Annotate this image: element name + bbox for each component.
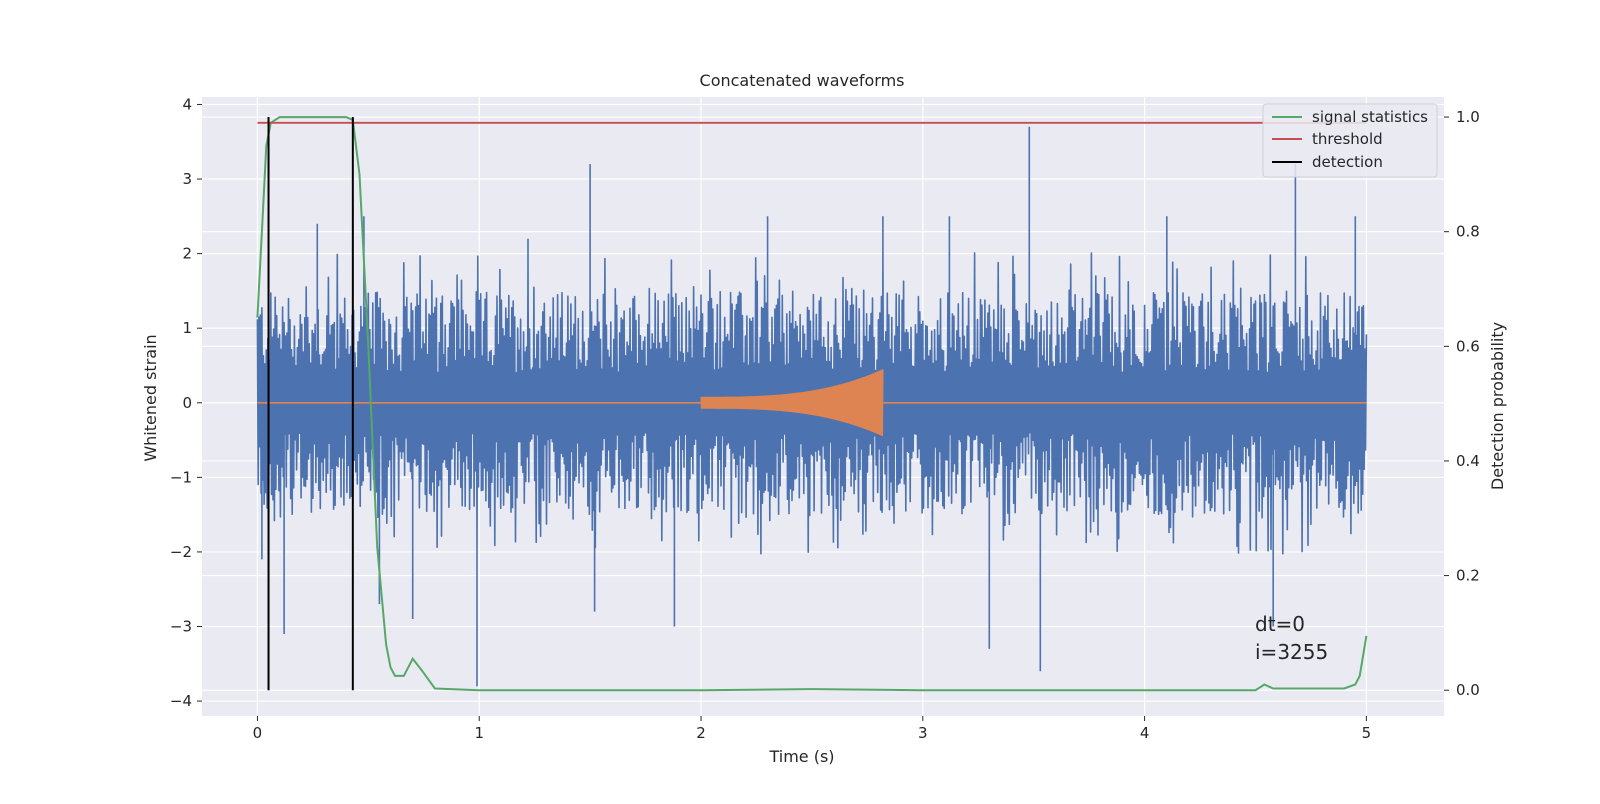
legend-label-threshold: threshold — [1312, 130, 1383, 148]
x-tick-label: 0 — [253, 724, 263, 742]
y-tick-label: 1 — [182, 319, 192, 337]
y-tick-label: −1 — [170, 468, 192, 486]
y2-tick-label: 0.4 — [1456, 452, 1480, 470]
annotation-dt: dt=0 — [1255, 612, 1305, 636]
legend-label-detection: detection — [1312, 153, 1383, 171]
y2-tick-label: 1.0 — [1456, 108, 1480, 126]
legend-box — [1262, 103, 1438, 178]
y-tick-label: −3 — [170, 618, 192, 636]
x-tick-label: 3 — [918, 724, 928, 742]
y2-axis-label: Detection probability — [1488, 322, 1507, 490]
injection-chirp-line — [700, 369, 884, 437]
y-tick-label: −2 — [170, 543, 192, 561]
y-tick-label: 3 — [182, 170, 192, 188]
axes: 0 1 2 3 4 5 −4 −3 −2 −1 0 1 2 3 4 0.0 0.2 0.4 0.6 0.8 1.0 — [170, 95, 1480, 742]
y2-tick-label: 0.2 — [1456, 567, 1480, 585]
legend-label-signal-statistics: signal statistics — [1312, 108, 1428, 126]
x-tick-label: 5 — [1362, 724, 1372, 742]
data-layer — [256, 116, 1368, 692]
y-tick-label: 4 — [182, 95, 192, 113]
y2-tick-label: 0.8 — [1456, 223, 1480, 241]
chart-title: Concatenated waveforms — [700, 71, 905, 90]
x-tick-label: 2 — [696, 724, 706, 742]
legend: signal statistics threshold detection — [1262, 103, 1438, 178]
y2-tick-label: 0.0 — [1456, 681, 1480, 699]
y2-tick-label: 0.6 — [1456, 337, 1480, 355]
annotation-i: i=3255 — [1255, 640, 1328, 664]
y-axis-label: Whitened strain — [141, 334, 160, 461]
x-axis-label: Time (s) — [768, 747, 834, 766]
signal-statistics-line — [256, 116, 1368, 692]
x-tick-label: 4 — [1140, 724, 1150, 742]
x-tick-label: 1 — [474, 724, 484, 742]
y-tick-label: −4 — [170, 692, 192, 710]
strain-series-line — [256, 126, 1368, 687]
y-tick-label: 2 — [182, 245, 192, 263]
y-tick-label: 0 — [182, 394, 192, 412]
